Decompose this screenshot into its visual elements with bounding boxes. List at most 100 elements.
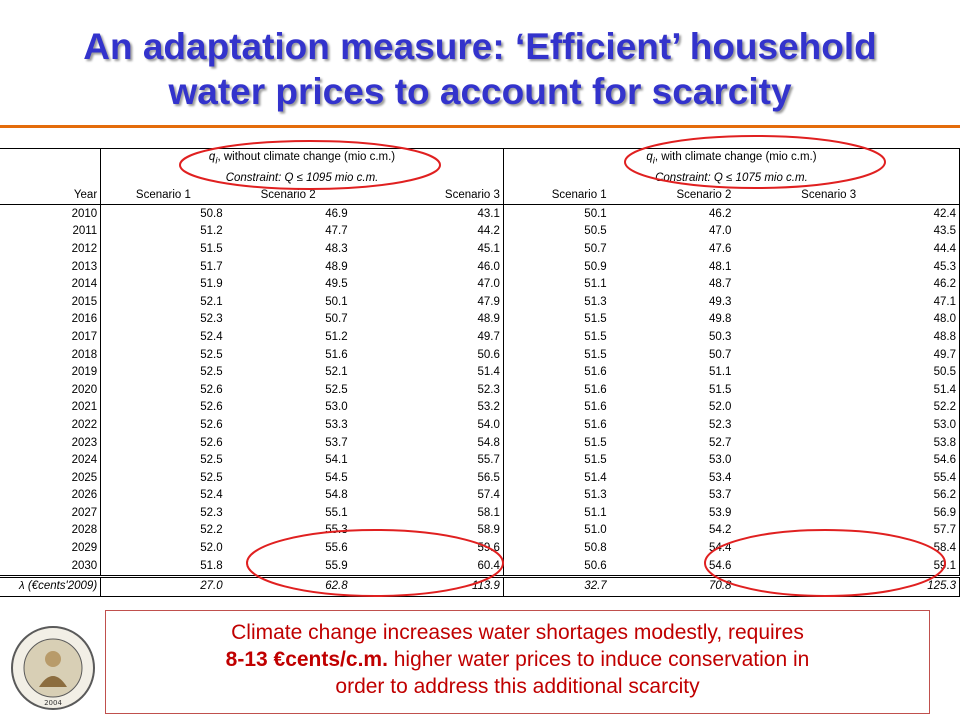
table-row: 2019 52.5 52.1 51.4 51.6 51.1 50.5 xyxy=(0,363,960,382)
year-header: Year xyxy=(0,186,102,205)
value-cell: 52.4 xyxy=(200,489,223,502)
table-row: 2014 51.9 49.5 47.0 51.1 48.7 46.2 xyxy=(0,275,960,294)
value-cell: 45.1 xyxy=(350,240,504,259)
lambda-value: 32.7 xyxy=(503,574,610,597)
year-cell: 2012 xyxy=(0,240,102,259)
value-cell: 43.5 xyxy=(734,223,960,241)
value-cell: 49.8 xyxy=(709,313,732,326)
value-cell: 51.4 xyxy=(350,363,504,382)
value-cell: 55.9 xyxy=(325,559,348,572)
table-row: 2022 52.6 53.3 54.0 51.6 52.3 53.0 xyxy=(0,416,960,435)
value-cell: 52.6 xyxy=(200,383,223,396)
value-cell: 52.1 xyxy=(325,366,348,379)
value-cell: 52.5 xyxy=(200,348,223,361)
slide-title: An adaptation measure: ‘Efficient’ house… xyxy=(0,24,960,114)
value-cell: 47.7 xyxy=(325,225,348,238)
table-row: 2027 52.3 55.1 58.1 51.1 53.9 56.9 xyxy=(0,504,960,523)
value-cell: 51.5 xyxy=(584,454,607,467)
value-cell: 42.4 xyxy=(734,204,960,224)
table-row: 2017 52.4 51.2 49.7 51.5 50.3 48.8 xyxy=(0,328,960,347)
year-cell: 2030 xyxy=(0,557,102,577)
year-cell: 2029 xyxy=(0,539,102,558)
table-row: 2012 51.5 48.3 45.1 50.7 47.6 44.4 xyxy=(0,240,960,259)
value-cell: 54.5 xyxy=(325,471,348,484)
value-cell: 51.5 xyxy=(584,348,607,361)
value-cell: 48.7 xyxy=(709,278,732,291)
university-seal-logo: 2004 xyxy=(11,626,95,710)
table-row: 2030 51.8 55.9 60.4 50.6 54.6 59.1 xyxy=(0,557,960,577)
value-cell: 52.5 xyxy=(200,454,223,467)
title-divider xyxy=(0,125,960,128)
value-cell: 52.5 xyxy=(200,366,223,379)
table-row: 2025 52.5 54.5 56.5 51.4 53.4 55.4 xyxy=(0,469,960,487)
group-header-with-climate: qi, with climate change (mio c.m.) xyxy=(503,148,960,170)
value-cell: 59.6 xyxy=(350,539,504,558)
table-row: 2024 52.5 54.1 55.7 51.5 53.0 54.6 xyxy=(0,451,960,470)
value-cell: 52.0 xyxy=(709,401,732,414)
value-cell: 51.1 xyxy=(584,278,607,291)
value-cell: 51.6 xyxy=(584,383,607,396)
value-cell: 54.4 xyxy=(709,542,732,555)
year-cell: 2025 xyxy=(0,469,102,487)
corner-cell xyxy=(0,148,102,170)
value-cell: 50.7 xyxy=(584,242,607,255)
value-cell: 51.6 xyxy=(584,418,607,431)
value-cell: 50.1 xyxy=(325,295,348,308)
value-cell: 54.0 xyxy=(350,416,504,435)
value-cell: 52.3 xyxy=(200,506,223,519)
callout-line-3: order to address this additional scarcit… xyxy=(335,675,700,698)
year-cell: 2013 xyxy=(0,258,102,276)
value-cell: 48.3 xyxy=(325,242,348,255)
value-cell: 52.6 xyxy=(200,418,223,431)
value-cell: 46.9 xyxy=(225,204,351,224)
value-cell: 58.4 xyxy=(734,539,960,558)
value-cell: 50.5 xyxy=(734,363,960,382)
value-cell: 52.3 xyxy=(709,418,732,431)
value-cell: 51.2 xyxy=(200,225,223,238)
value-cell: 54.8 xyxy=(350,434,504,452)
value-cell: 51.3 xyxy=(584,295,607,308)
table-row: 2029 52.0 55.6 59.6 50.8 54.4 58.4 xyxy=(0,539,960,558)
value-cell: 53.8 xyxy=(734,434,960,452)
value-cell: 47.6 xyxy=(709,242,732,255)
year-cell: 2010 xyxy=(0,204,102,224)
value-cell: 43.1 xyxy=(350,204,504,224)
value-cell: 49.3 xyxy=(709,295,732,308)
value-cell: 50.8 xyxy=(584,542,607,555)
scenario-header: Scenario 2 xyxy=(676,189,732,202)
value-cell: 51.6 xyxy=(325,348,348,361)
value-cell: 49.7 xyxy=(734,346,960,364)
year-cell: 2019 xyxy=(0,363,102,382)
year-cell: 2024 xyxy=(0,451,102,470)
value-cell: 52.3 xyxy=(200,313,223,326)
value-cell: 51.7 xyxy=(200,260,223,273)
value-cell: 44.2 xyxy=(350,223,504,241)
value-cell: 52.1 xyxy=(200,295,223,308)
value-cell: 47.1 xyxy=(734,293,960,312)
value-cell: 50.5 xyxy=(584,225,607,238)
scenario-header: Scenario 1 xyxy=(135,189,191,202)
value-cell: 52.2 xyxy=(734,399,960,417)
value-cell: 51.5 xyxy=(584,313,607,326)
table-row: 2018 52.5 51.6 50.6 51.5 50.7 49.7 xyxy=(0,346,960,364)
svg-text:2004: 2004 xyxy=(44,699,62,707)
value-cell: 48.9 xyxy=(325,260,348,273)
year-cell: 2017 xyxy=(0,328,102,347)
water-demand-table: qi, without climate change (mio c.m.) qi… xyxy=(0,148,960,597)
year-cell: 2023 xyxy=(0,434,102,452)
constraint-without-climate: Constraint: Q ≤ 1095 mio c.m. xyxy=(100,169,504,187)
value-cell: 55.1 xyxy=(325,506,348,519)
callout-line-1: Climate change increases water shortages… xyxy=(231,621,804,644)
lambda-value: 70.8 xyxy=(609,574,735,597)
year-cell: 2020 xyxy=(0,381,102,400)
title-line-2: water prices to account for scarcity xyxy=(168,71,792,112)
lambda-value: 113.9 xyxy=(350,574,504,597)
value-cell: 45.3 xyxy=(734,258,960,276)
value-cell: 52.5 xyxy=(200,471,223,484)
year-cell: 2011 xyxy=(0,223,102,241)
lambda-row: λ (€cents'2009) 27.0 62.8 113.9 32.7 70.8 125.… xyxy=(0,574,960,597)
value-cell: 47.9 xyxy=(350,293,504,312)
value-cell: 53.4 xyxy=(709,471,732,484)
table-row: 2010 50.8 46.9 43.1 50.1 46.2 42.4 xyxy=(0,204,960,224)
value-cell: 51.5 xyxy=(584,436,607,449)
